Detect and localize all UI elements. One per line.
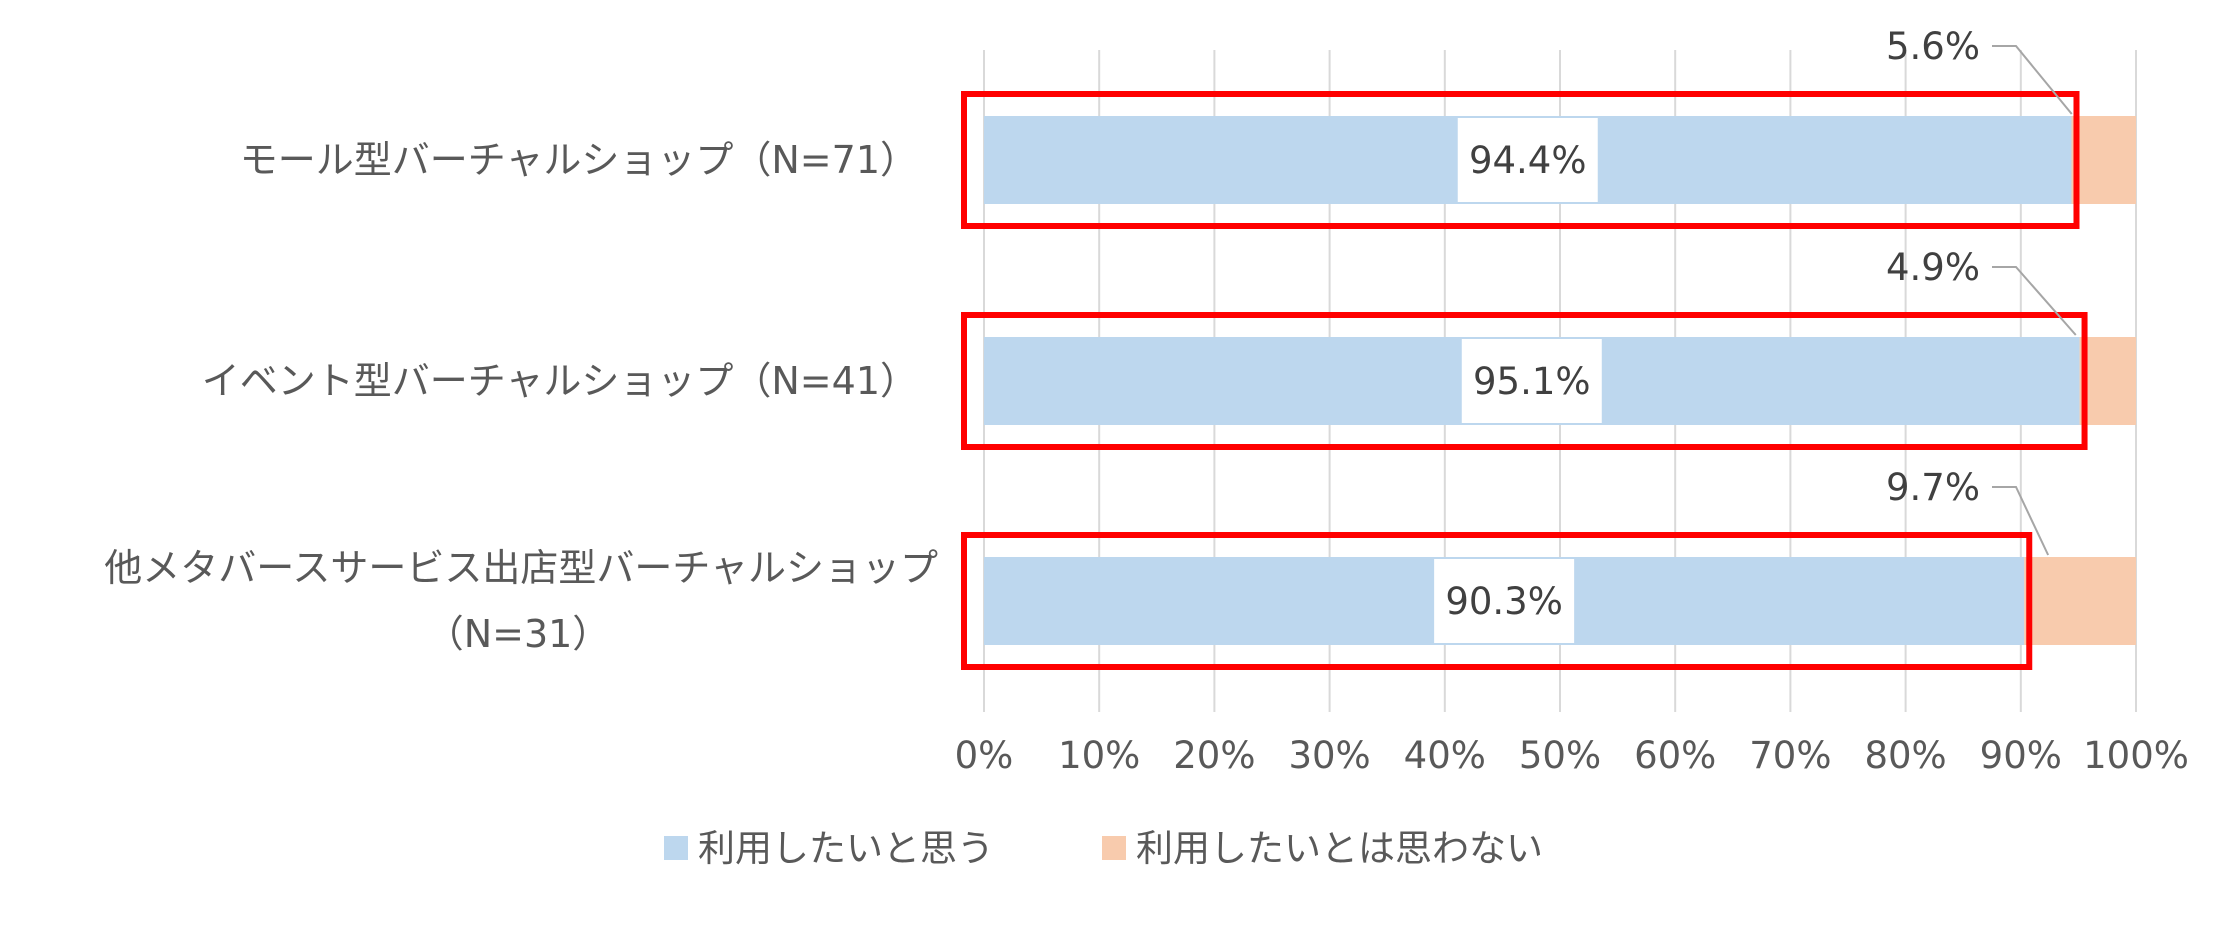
data-label-background (1457, 118, 1598, 202)
data-label: 95.1% (1473, 360, 1591, 403)
legend-label: 利用したいとは思わない (1136, 827, 1543, 870)
x-tick-label: 100% (2083, 734, 2189, 777)
category-label: イベント型バーチャルショップ（N=41） (202, 359, 918, 403)
x-tick-label: 50% (1519, 734, 1601, 777)
highlight-boxes (961, 91, 2088, 670)
x-tick-label: 30% (1288, 734, 1370, 777)
bar-segment (2024, 557, 2136, 645)
highlight-box (961, 91, 2080, 229)
leader-line (1992, 45, 2073, 115)
leader-line (1992, 266, 2077, 336)
x-tick-label: 0% (955, 734, 1014, 777)
highlight-box (961, 312, 2088, 450)
highlight-box (961, 532, 2033, 670)
bar-segment (2079, 337, 2136, 425)
data-label: 9.7% (1886, 466, 1980, 509)
bar-segment (2071, 116, 2136, 204)
x-axis-tick-labels: 0% 10% 20% 30% 40% 50% 60% 70% 80% 90% 100% (955, 734, 2189, 777)
legend-label: 利用したいと思う (698, 827, 994, 870)
legend-swatch (664, 836, 688, 860)
x-tick-label: 60% (1634, 734, 1716, 777)
category-label: （N=31） (426, 612, 611, 656)
legend-swatch (1102, 836, 1126, 860)
x-tick-label: 90% (1980, 734, 2062, 777)
data-labels: 94.4% 5.6% 95.1% 4.9% 90.3% 9.7% (1434, 25, 2077, 643)
category-labels: モール型バーチャルショップ（N=71） イベント型バーチャルショップ（N=41） 他… (104, 138, 938, 656)
data-label: 5.6% (1886, 25, 1980, 68)
data-label-background (1434, 559, 1575, 643)
legend: 利用したいと思う 利用したいとは思わない (664, 827, 1543, 870)
leader-line (1992, 486, 2050, 556)
data-label-background (1461, 339, 1602, 423)
data-label: 4.9% (1886, 246, 1980, 289)
data-label: 94.4% (1469, 139, 1587, 182)
category-label: モール型バーチャルショップ（N=71） (240, 138, 918, 182)
x-tick-label: 70% (1749, 734, 1831, 777)
x-tick-label: 40% (1404, 734, 1486, 777)
x-tick-label: 80% (1864, 734, 1946, 777)
data-label: 90.3% (1445, 580, 1563, 623)
x-tick-label: 10% (1058, 734, 1140, 777)
category-label: 他メタバースサービス出店型バーチャルショップ (104, 546, 938, 590)
x-tick-label: 20% (1173, 734, 1255, 777)
